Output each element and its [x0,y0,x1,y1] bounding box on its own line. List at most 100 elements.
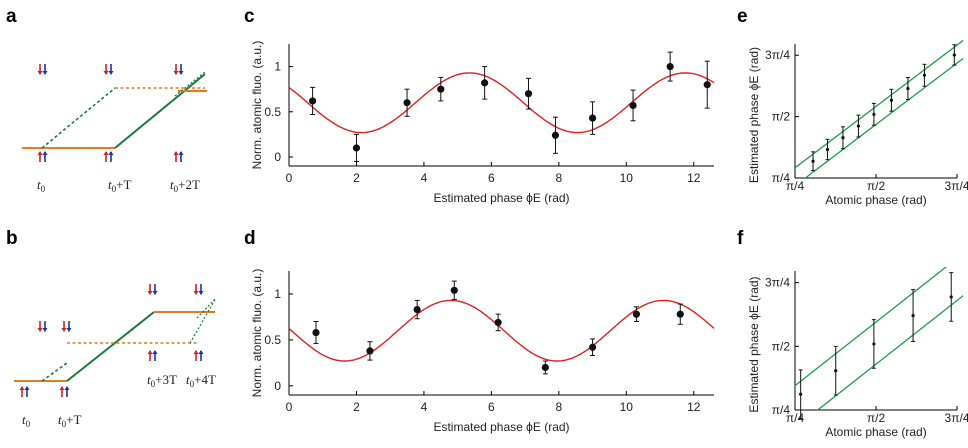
spin-arrow-head [42,151,48,155]
y-tick-label: π/2 [772,339,791,353]
spin-arrow-head [108,151,114,155]
x-tick-label: 0 [286,400,293,414]
data-point [911,313,915,318]
spin-arrow-head [193,291,199,295]
data-point [841,136,845,140]
band-line [795,40,963,169]
data-point [872,342,876,346]
panel-label-b: b [6,228,18,249]
y-tick-label: π/2 [772,110,791,124]
diagram-b [14,297,217,382]
spin-arrow-head [37,151,43,155]
x-tick-label: π/2 [867,179,886,193]
spin-arrow-head [198,350,204,354]
data-point [906,86,910,91]
spin-arrow-head [19,386,25,390]
y-axis-label: Norm. atomic fluo. (a.u.) [250,269,264,398]
data-point [949,295,953,299]
x-tick-label: 10 [620,400,634,414]
x-tick-label: π/2 [867,411,886,425]
data-point [494,318,502,327]
x-tick-label: 10 [620,171,634,185]
data-point [629,101,637,110]
y-axis-label: Estimated phase ϕE (rad) [747,47,761,183]
spin-arrow-head [198,291,204,295]
data-point [825,147,830,152]
x-tick-label: 12 [687,400,701,414]
spin-arrow-head [173,71,179,75]
data-point [922,73,927,77]
x-tick-label: 3π/4 [945,411,968,425]
data-point [366,347,374,355]
x-axis-label: Atomic phase (rad) [825,425,926,439]
data-point [541,363,549,372]
spin-arrow-head [42,71,48,75]
data-point [856,124,861,128]
x-tick-label: 12 [687,171,701,185]
x-axis-label: Estimated phase ϕE (rad) [433,420,569,434]
x-tick-label: 0 [286,171,293,185]
time-label: t0+T [108,177,131,194]
y-tick-label: 0 [274,379,281,393]
data-point [437,85,445,93]
green-solid-path-1 [66,311,155,382]
band-line [795,267,948,387]
time-label: t0+T [58,412,81,429]
x-tick-label: π/4 [786,411,805,425]
data-point [952,53,956,57]
spin-arrow-head [42,328,48,332]
data-point [403,99,411,107]
data-point [666,62,674,71]
data-point [872,112,876,116]
y-tick-label: π/4 [772,403,791,417]
data-point [811,159,815,163]
data-point [524,90,533,98]
x-tick-label: 4 [421,400,428,414]
y-axis-label: Estimated phase ϕE (rad) [747,276,761,412]
data-point [799,392,803,396]
spin-arrow-head [59,386,65,390]
chart-e: π/4 π/2 3π/4 π/4 π/2 3π/4 Atomic phase (rad) Es… [747,40,968,207]
green-dashed-start [41,362,68,382]
data-point [450,286,458,294]
green-dashed-end-2 [196,297,217,319]
x-axis-label: Atomic phase (rad) [825,193,926,207]
green-solid-path [114,73,206,149]
spin-arrow-head [61,328,67,332]
diagram-b-time-labels: t0 t0+T t0+3T t0+4T [22,372,216,429]
green-end-dashed [174,71,206,97]
data-point [481,79,489,87]
time-label: t0+2T [170,177,200,194]
x-tick-label: 8 [555,400,562,414]
chart-c: 0 2 4 6 8 10 12 0 0.5 1 Estimated phase ϕE (rad) No… [250,41,715,205]
diagram-a [22,71,207,149]
x-tick-label: 6 [488,171,495,185]
y-tick-label: 3π/4 [765,48,790,62]
y-tick-label: 0.5 [264,105,281,119]
data-point [676,310,684,318]
data-point [588,343,597,351]
panel-label-f: f [737,228,744,249]
spin-arrow-head [193,350,199,354]
time-label: t0+4T [186,372,216,389]
green-dashed-end [189,297,217,344]
panel-label-a: a [6,6,17,27]
spin-arrow-head [103,151,109,155]
data-point [413,305,421,314]
spin-arrow-head [147,291,153,295]
data-point [309,97,317,105]
data-point [352,144,361,152]
spin-arrow-head [64,386,70,390]
panel-label-e: e [737,6,748,27]
band-line [804,57,963,178]
spin-arrow-head [66,328,72,332]
spin-arrow-head [37,328,43,332]
fit-curve [288,299,715,362]
spin-arrow-head [152,350,158,354]
time-label: t0 [37,177,46,194]
green-dashed-path [41,87,116,149]
x-tick-label: 8 [555,171,562,185]
panel-label-c: c [244,6,255,27]
data-point [312,328,320,337]
fit-curve [288,72,715,134]
